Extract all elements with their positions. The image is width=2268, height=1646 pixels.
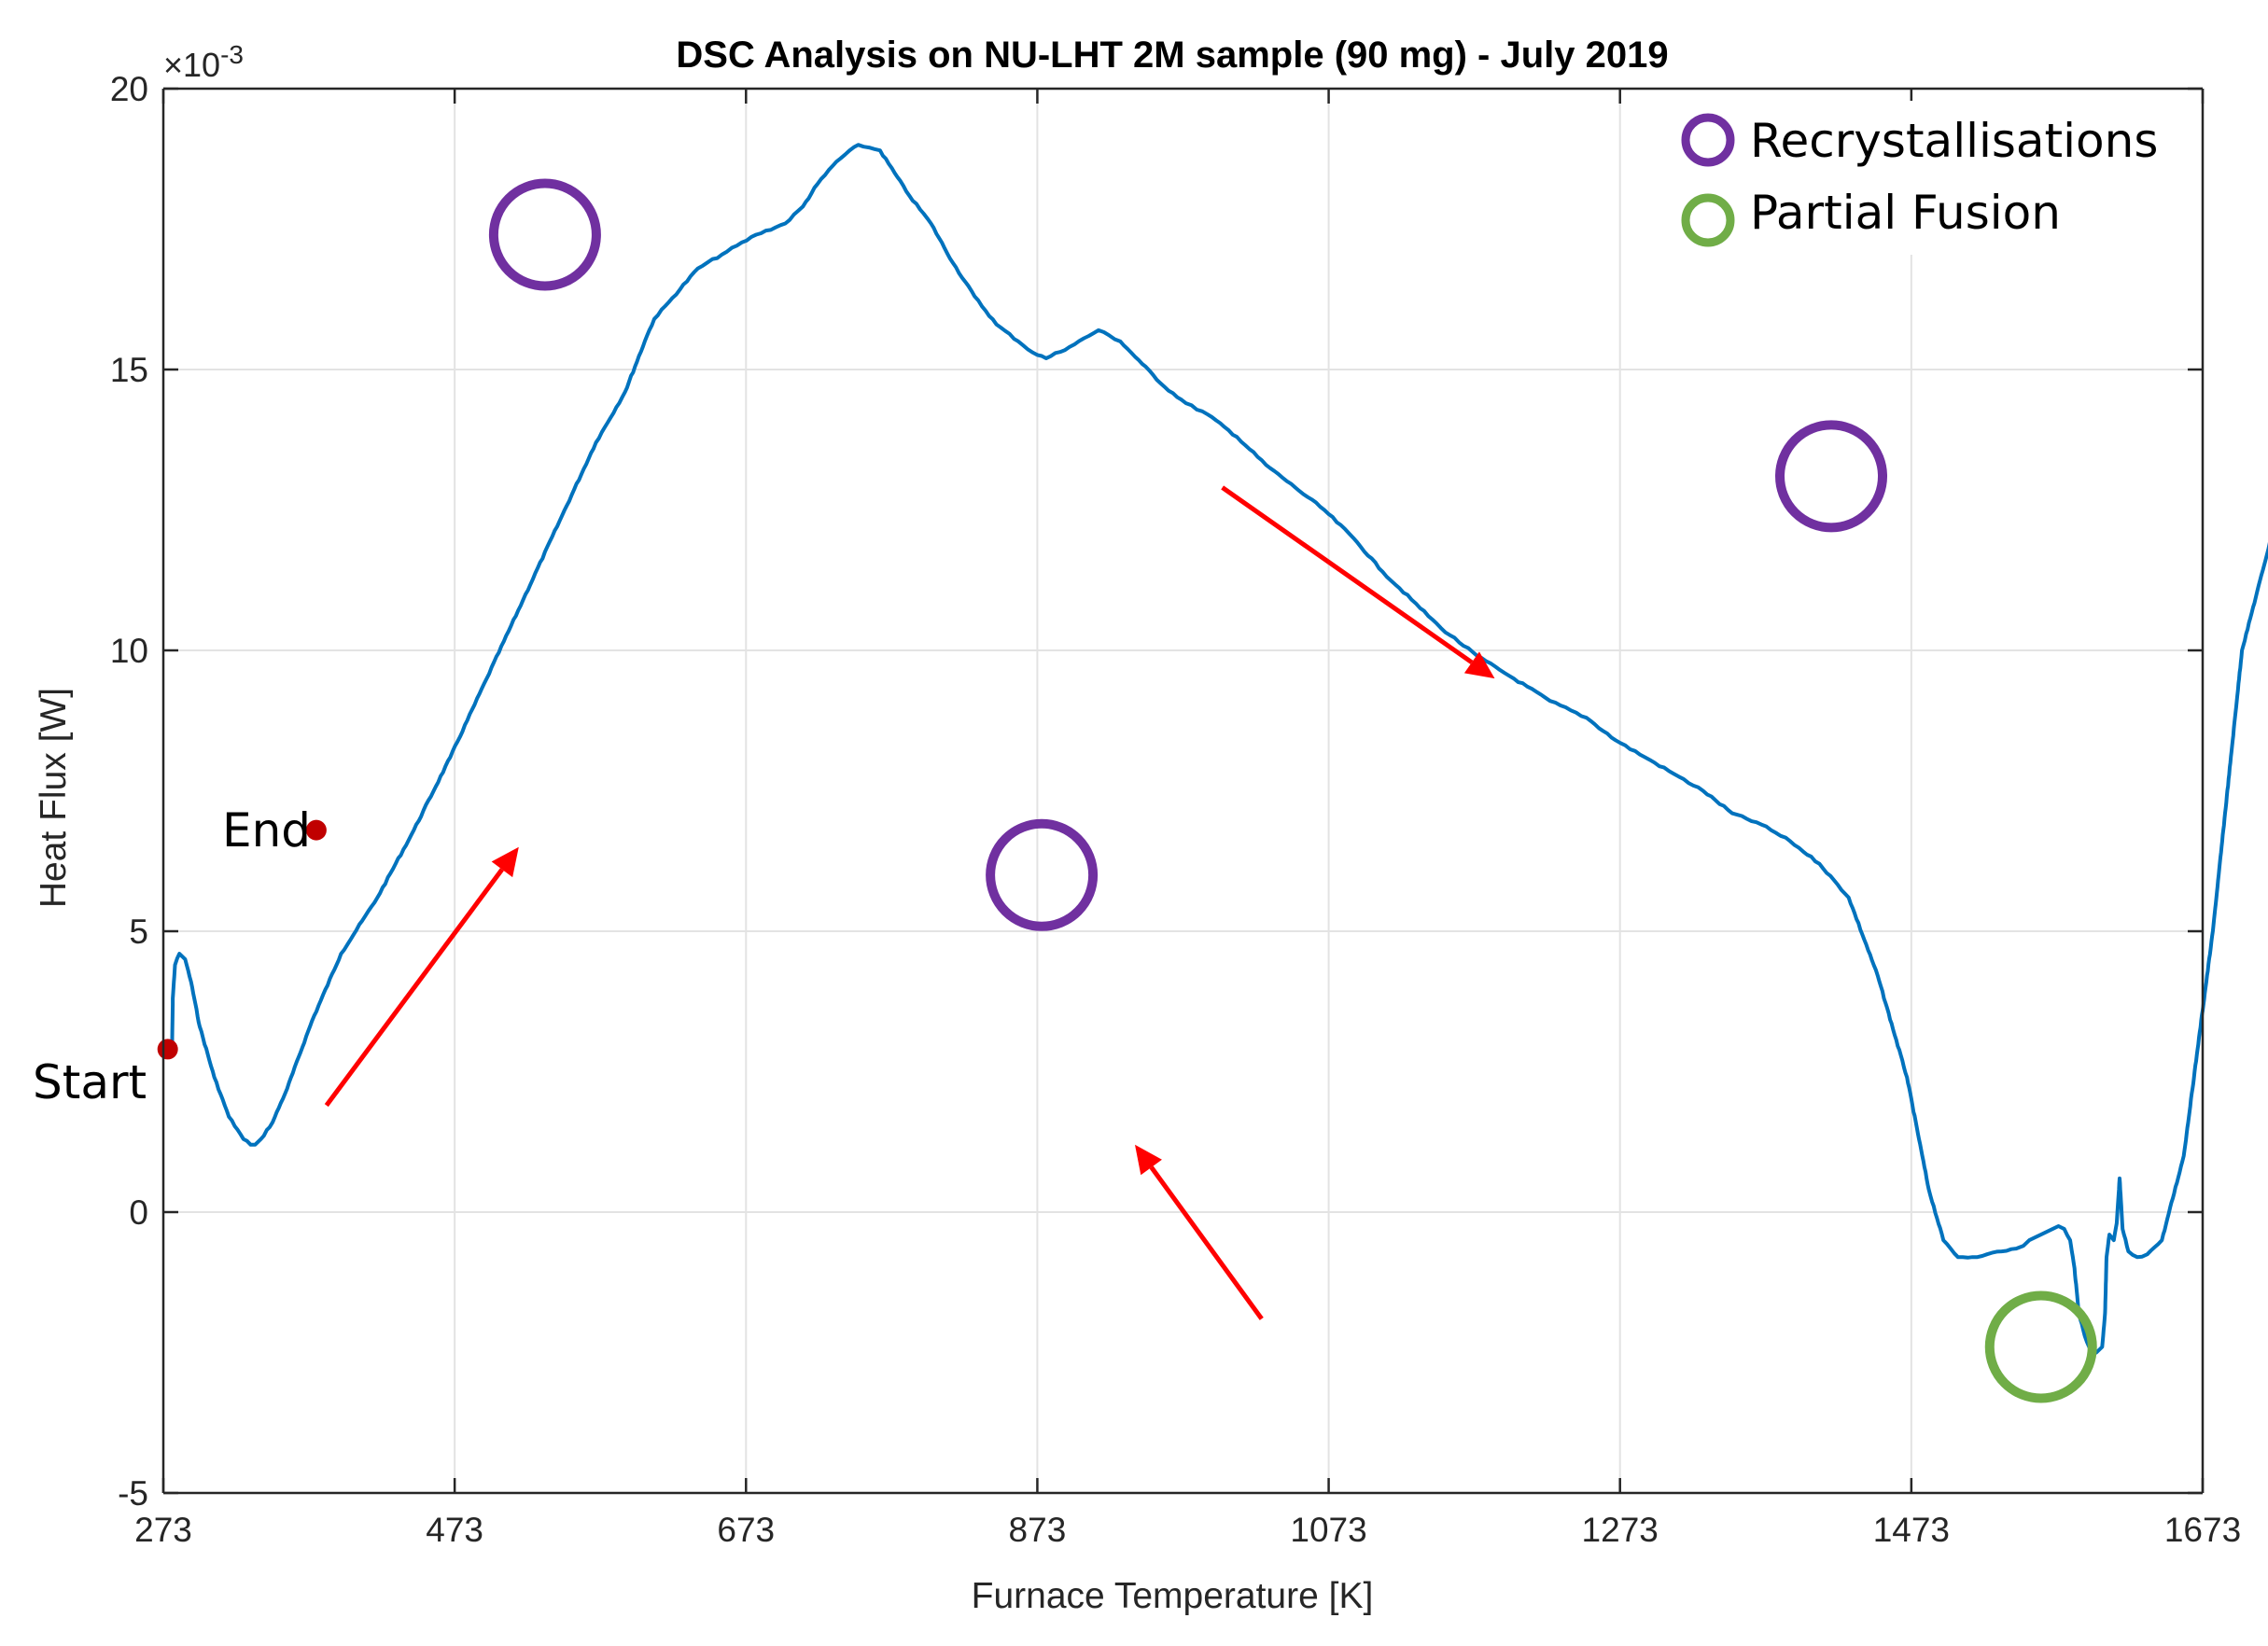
x-tick-label: 873: [1009, 1511, 1067, 1549]
legend: Recrystallisations Partial Fusion: [1647, 101, 2179, 255]
dsc-chart: 273 473 673 873 1073 1273 1473 1673 -5 0 5 10 15 20 D…: [0, 0, 2268, 1646]
y-tick-label: 15: [110, 351, 148, 389]
start-point: [158, 1039, 178, 1059]
y-exponent-power: -3: [220, 40, 244, 69]
legend-label-partial-fusion: Partial Fusion: [1750, 186, 2061, 240]
plot-background: [163, 89, 2203, 1493]
x-tick-label: 1673: [2164, 1511, 2241, 1549]
x-tick-label: 1073: [1290, 1511, 1366, 1549]
y-tick-label: 20: [110, 70, 148, 108]
x-axis-label: Furnace Temperature [K]: [972, 1576, 1374, 1616]
end-label: End: [222, 803, 311, 858]
y-tick-label: 10: [110, 632, 148, 670]
x-tick-label: 1473: [1873, 1511, 1950, 1549]
x-tick-label: 473: [426, 1511, 483, 1549]
y-tick-label: 5: [129, 913, 148, 951]
y-tick-label: -5: [118, 1474, 148, 1513]
y-exponent-base: ×10: [163, 46, 220, 84]
plot-area: [163, 89, 2203, 1493]
legend-label-recrystallisations: Recrystallisations: [1750, 114, 2158, 168]
x-tick-label: 273: [134, 1511, 192, 1549]
y-tick-label: 0: [129, 1193, 148, 1232]
x-tick-label: 673: [717, 1511, 775, 1549]
chart-title: DSC Analysis on NU-LHT 2M sample (90 mg)…: [676, 35, 1668, 76]
start-label: Start: [33, 1055, 147, 1109]
x-tick-label: 1273: [1582, 1511, 1659, 1549]
y-axis-label: Heat Flux [W]: [34, 688, 74, 908]
